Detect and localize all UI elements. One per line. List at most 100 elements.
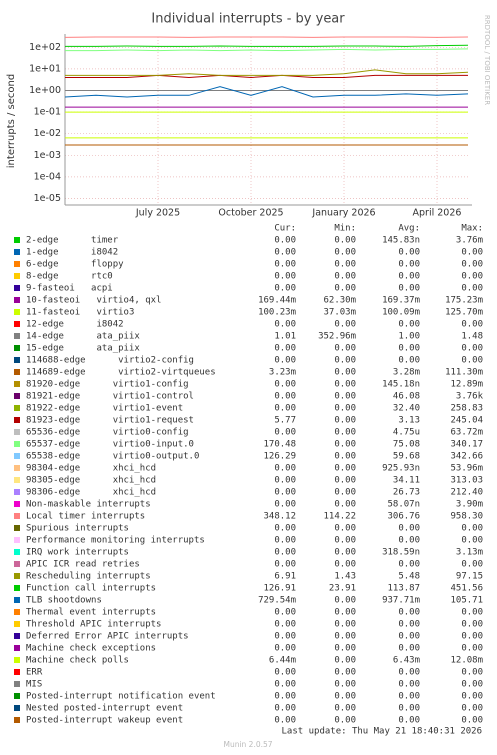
- legend-value: 0.00: [461, 272, 483, 282]
- legend-swatch: [14, 681, 20, 687]
- legend-value: 0.00: [274, 380, 296, 390]
- legend-swatch: [14, 297, 20, 303]
- y-tick-label: 1e-05: [34, 193, 61, 204]
- legend-value: 0.00: [398, 632, 420, 642]
- legend-value: 3.28m: [393, 368, 420, 378]
- legend-value: 0.00: [274, 644, 296, 654]
- legend-value: 0.00: [334, 344, 356, 354]
- legend-label: APIC ICR read retries: [26, 560, 140, 570]
- legend-value: 3.13: [398, 416, 420, 426]
- legend-label: Spurious interrupts: [26, 524, 129, 534]
- legend-label: 2-edge timer: [26, 236, 119, 246]
- legend-value: 0.00: [398, 716, 420, 726]
- legend-value: 4.75u: [393, 428, 420, 438]
- legend-value: 0.00: [398, 248, 420, 258]
- legend-value: 63.72m: [450, 428, 483, 438]
- legend-value: 126.29: [263, 452, 296, 462]
- legend-label: 81923-edge virtio1-request: [26, 416, 194, 426]
- legend-value: 0.00: [334, 464, 356, 474]
- x-tick-label: April 2026: [413, 208, 462, 219]
- legend-value: 0.00: [398, 704, 420, 714]
- legend-header: Max:: [461, 224, 483, 234]
- legend-value: 0.00: [334, 368, 356, 378]
- legend-value: 0.00: [398, 320, 420, 330]
- legend-label: Machine check exceptions: [26, 644, 156, 654]
- legend-label: Deferred Error APIC interrupts: [26, 632, 189, 642]
- legend-swatch: [14, 705, 20, 711]
- legend-value: 0.00: [461, 692, 483, 702]
- legend-value: 3.23m: [269, 368, 296, 378]
- legend-label: 9-fasteoi acpi: [26, 284, 113, 294]
- legend-value: 0.00: [274, 560, 296, 570]
- legend-value: 62.30m: [323, 296, 356, 306]
- legend-value: 0.00: [274, 632, 296, 642]
- legend-value: 0.00: [461, 284, 483, 294]
- legend-value: 126.91: [263, 584, 296, 594]
- legend-value: 0.00: [398, 260, 420, 270]
- legend-value: 3.76m: [456, 236, 483, 246]
- legend-value: 0.00: [334, 272, 356, 282]
- legend-value: 0.00: [461, 668, 483, 678]
- legend-label: Threshold APIC interrupts: [26, 620, 161, 630]
- legend-value: 0.00: [334, 716, 356, 726]
- legend-value: 0.00: [334, 608, 356, 618]
- legend-value: 0.00: [461, 608, 483, 618]
- footer: Munin 2.0.57: [223, 740, 272, 749]
- y-tick-label: 1e-03: [34, 150, 61, 161]
- legend-value: 451.56: [450, 584, 483, 594]
- legend-swatch: [14, 477, 20, 483]
- legend-swatch: [14, 537, 20, 543]
- legend-header: Avg:: [398, 224, 420, 234]
- legend-value: 0.00: [334, 248, 356, 258]
- y-tick-label: 1e-04: [34, 171, 61, 182]
- legend-value: 0.00: [461, 632, 483, 642]
- legend-value: 169.44m: [258, 296, 296, 306]
- legend-value: 0.00: [334, 404, 356, 414]
- legend-value: 169.37m: [382, 296, 420, 306]
- legend-label: 114689-edge virtio2-virtqueues: [26, 368, 216, 378]
- legend-value: 258.83: [450, 404, 483, 414]
- legend-value: 0.00: [334, 488, 356, 498]
- legend-value: 0.00: [398, 620, 420, 630]
- y-tick-label: 1e+02: [29, 42, 61, 53]
- legend-swatch: [14, 489, 20, 495]
- legend-value: 958.30: [450, 512, 483, 522]
- legend-swatch: [14, 645, 20, 651]
- legend-value: 5.77: [274, 416, 296, 426]
- legend-label: MIS: [26, 680, 42, 690]
- series-line: [65, 74, 468, 79]
- legend-swatch: [14, 261, 20, 267]
- legend-swatch: [14, 669, 20, 675]
- legend-value: 0.00: [461, 644, 483, 654]
- legend-swatch: [14, 237, 20, 243]
- legend-value: 0.00: [461, 560, 483, 570]
- legend-header: Cur:: [274, 224, 296, 234]
- legend-value: 1.43: [334, 572, 356, 582]
- legend-label: 65538-edge virtio0-output.0: [26, 452, 199, 462]
- legend-value: 937.71m: [382, 596, 420, 606]
- legend-value: 0.00: [334, 644, 356, 654]
- legend-value: 0.00: [274, 488, 296, 498]
- legend-value: 0.00: [334, 392, 356, 402]
- legend-label: Local timer interrupts: [26, 512, 145, 522]
- legend-label: 8-edge rtc0: [26, 272, 113, 282]
- legend-label: 12-edge i8042: [26, 320, 124, 330]
- legend-value: 34.11: [393, 476, 420, 486]
- legend-label: 65537-edge virtio0-input.0: [26, 440, 194, 450]
- legend-label: 98305-edge xhci_hcd: [26, 476, 156, 486]
- legend-value: 170.48: [263, 440, 296, 450]
- legend-value: 0.00: [274, 356, 296, 366]
- legend-value: 0.00: [398, 284, 420, 294]
- legend-value: 53.96m: [450, 464, 483, 474]
- series-line: [64, 86, 469, 98]
- y-tick-label: 1e+01: [29, 63, 61, 74]
- legend-label: 14-edge ata_piix: [26, 332, 140, 342]
- legend-value: 145.83n: [382, 236, 420, 246]
- legend-value: 0.00: [274, 392, 296, 402]
- legend-value: 0.00: [334, 536, 356, 546]
- legend-value: 340.17: [450, 440, 483, 450]
- legend-value: 0.00: [274, 248, 296, 258]
- legend-swatch: [14, 717, 20, 723]
- legend-swatch: [14, 513, 20, 519]
- legend-value: 0.00: [334, 476, 356, 486]
